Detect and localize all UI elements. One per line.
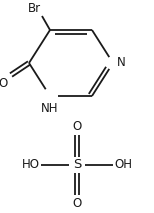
Text: HO: HO	[22, 158, 40, 171]
Text: NH: NH	[41, 102, 59, 115]
Text: OH: OH	[114, 158, 132, 171]
Text: O: O	[72, 120, 82, 133]
Text: O: O	[72, 197, 82, 210]
Text: Br: Br	[28, 2, 41, 15]
Text: N: N	[117, 56, 126, 69]
Text: S: S	[73, 158, 81, 171]
Text: O: O	[0, 77, 8, 90]
